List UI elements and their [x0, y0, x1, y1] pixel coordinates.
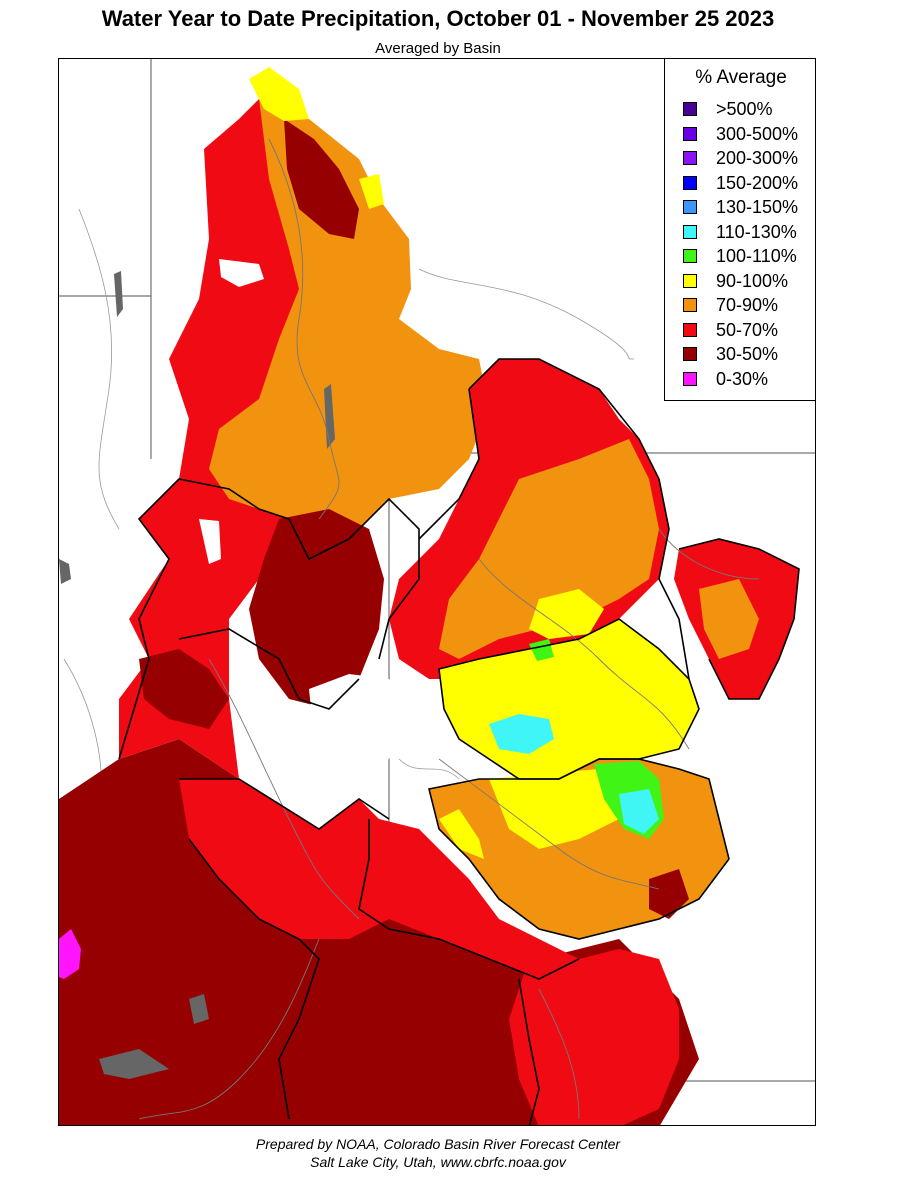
- legend-swatch: [683, 224, 697, 239]
- map-subtitle: Averaged by Basin: [375, 40, 501, 57]
- region-north-dark: [284, 119, 359, 239]
- legend-label: 200-300%: [716, 148, 799, 168]
- legend-label: 0-30%: [716, 368, 769, 389]
- legend-label: 130-150%: [716, 197, 799, 217]
- basin-map-graphic: [59, 59, 815, 1125]
- legend-swatch: [683, 298, 697, 312]
- region-cyan-2: [619, 789, 659, 834]
- legend-swatch: [683, 175, 697, 190]
- legend-swatch: [683, 273, 697, 288]
- region-magenta: [59, 929, 81, 979]
- region-cyan-1: [489, 714, 554, 754]
- legend-label: 110-130%: [716, 221, 797, 242]
- legend-swatch: [683, 322, 697, 337]
- region-east-orange: [439, 439, 659, 659]
- legend-label: 300-500%: [716, 123, 799, 144]
- legend-label: 100-110%: [716, 246, 797, 266]
- legend-label: >500%: [716, 99, 773, 119]
- legend-swatch: [683, 151, 697, 165]
- basin-boundaries: [118, 358, 800, 1125]
- region-top-yellow: [249, 67, 309, 121]
- legend-swatch: [683, 249, 697, 263]
- legend-label: 70-90%: [716, 295, 779, 315]
- region-central-dark: [249, 509, 384, 709]
- region-north-orange: [209, 99, 489, 559]
- legend-title: % Average: [695, 67, 787, 88]
- legend-label: 150-200%: [716, 172, 799, 193]
- legend-swatch: [683, 126, 697, 141]
- legend-label: 30-50%: [716, 344, 779, 364]
- legend: % Average >500% 300-500% 200-300% 150-200% 1…: [664, 58, 816, 401]
- credit-line-2: Salt Lake City, Utah, www.cbrfc.noaa.gov: [310, 1154, 566, 1170]
- legend-swatch: [683, 200, 697, 214]
- reservoirs: [59, 271, 335, 1079]
- rivers: [138, 138, 760, 1120]
- legend-label: 90-100%: [716, 270, 789, 291]
- map-title: Water Year to Date Precipitation, Octobe…: [101, 6, 775, 31]
- region-southeast-red: [509, 949, 679, 1125]
- nodata-center: [309, 674, 404, 779]
- legend-swatch: [683, 347, 697, 361]
- legend-label: 50-70%: [716, 319, 779, 340]
- credit-line-1: Prepared by NOAA, Colorado Basin River F…: [255, 1136, 621, 1152]
- legend-swatch: [683, 371, 697, 386]
- legend-swatch: [683, 102, 697, 116]
